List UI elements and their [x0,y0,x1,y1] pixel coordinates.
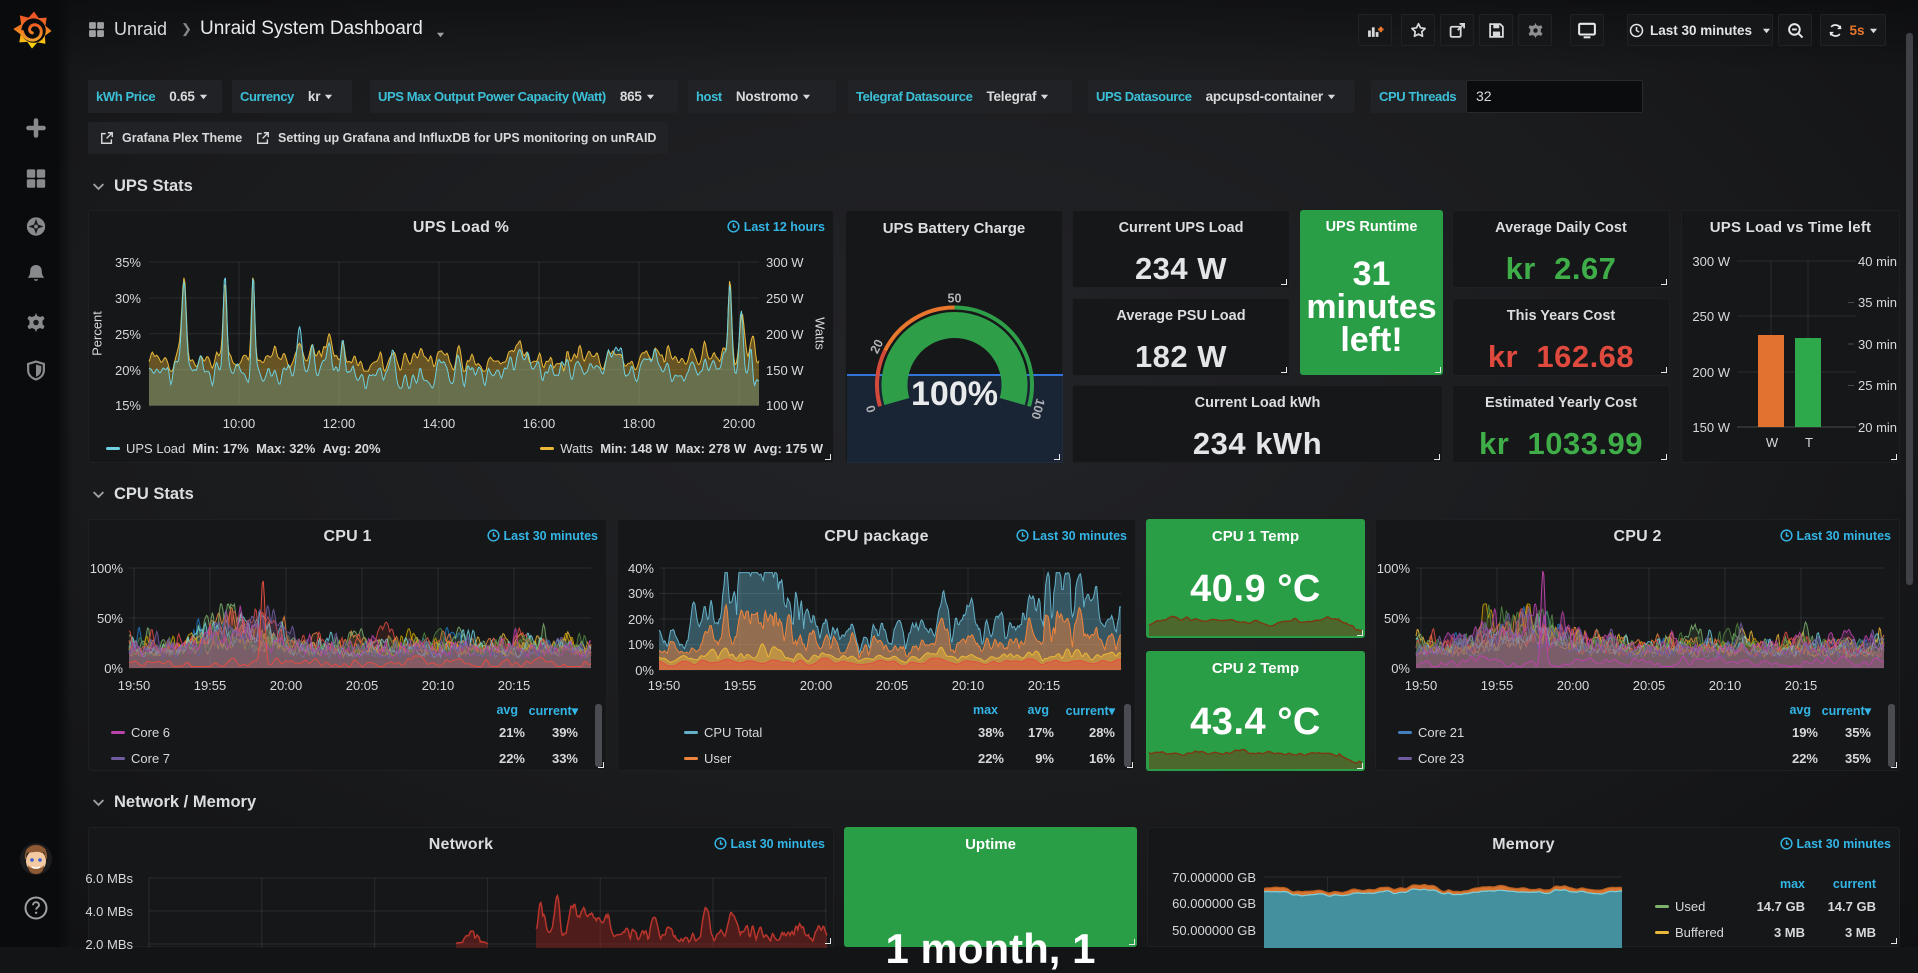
svg-text:0: 0 [863,404,878,415]
svg-text:100%: 100% [911,375,998,413]
svg-text:20: 20 [868,337,887,356]
svg-text:100: 100 [1028,397,1047,421]
svg-text:50: 50 [948,291,962,305]
